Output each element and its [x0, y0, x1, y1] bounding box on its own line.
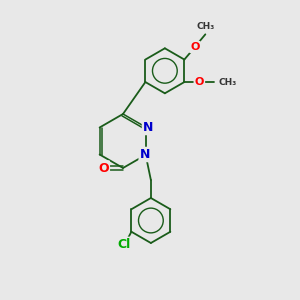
Text: N: N — [140, 148, 150, 161]
Text: O: O — [190, 42, 200, 52]
Text: O: O — [98, 161, 109, 175]
Text: Cl: Cl — [117, 238, 130, 251]
Text: CH₃: CH₃ — [196, 22, 214, 31]
Text: N: N — [143, 121, 153, 134]
Text: O: O — [195, 77, 204, 87]
Text: CH₃: CH₃ — [218, 78, 236, 87]
